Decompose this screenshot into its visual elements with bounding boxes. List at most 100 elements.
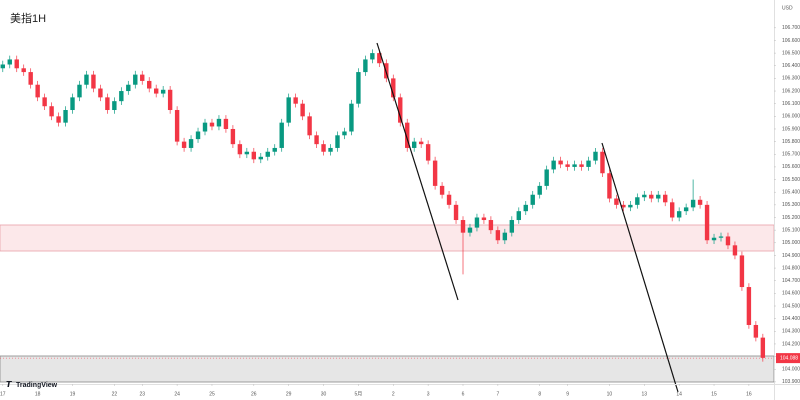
y-tick-label: 105.000	[782, 240, 800, 246]
candle-body	[370, 53, 375, 60]
candle-body	[551, 160, 556, 170]
y-tick-label: 106.100	[782, 101, 800, 107]
x-tick-label: 16	[746, 391, 752, 397]
candle-body	[293, 97, 298, 104]
x-tick-label: 15	[711, 391, 717, 397]
candle-body	[300, 103, 305, 117]
x-tick-label: 14	[676, 391, 682, 397]
y-tick-label: 106.400	[782, 63, 800, 69]
candle-body	[642, 194, 647, 198]
y-tick-label: 103.900	[782, 379, 800, 385]
candle-body	[711, 237, 717, 241]
x-tick-label: 26	[251, 391, 257, 397]
candle-body	[474, 217, 480, 228]
resistance-zone	[0, 224, 775, 252]
x-tick-label: 30	[321, 391, 327, 397]
candle-body	[460, 220, 466, 233]
y-tick-label: 104.000	[782, 367, 800, 373]
candle-body	[565, 164, 570, 167]
candle-body	[509, 220, 515, 233]
x-tick-label: 13	[642, 391, 648, 397]
candle-body	[739, 255, 745, 288]
y-tick-label: 106.300	[782, 76, 800, 82]
candle-body	[690, 199, 696, 208]
axis-unit: USD	[782, 5, 793, 11]
candle-body	[669, 202, 675, 218]
y-tick-label: 104.400	[782, 316, 800, 322]
candle-body	[635, 197, 640, 205]
candle-body	[656, 194, 661, 199]
candle-body	[704, 204, 710, 241]
candle-body	[363, 59, 368, 73]
brand-name: TradingView	[16, 382, 58, 389]
candle-body	[537, 185, 542, 195]
y-tick-label: 104.500	[782, 303, 800, 309]
candle-body	[188, 139, 194, 148]
y-tick-label: 105.400	[782, 190, 800, 196]
candle-body	[628, 204, 633, 208]
y-tick-label: 105.100	[782, 227, 800, 233]
y-tick-label: 104.700	[782, 278, 800, 284]
candle-body	[216, 118, 222, 127]
plot-area	[0, 49, 766, 362]
candle-body	[286, 97, 291, 123]
y-tick-label: 106.700	[782, 25, 800, 31]
candle-body	[746, 287, 752, 325]
candle-body	[202, 122, 208, 132]
x-tick-label: 19	[70, 391, 76, 397]
x-tick-label: 17	[0, 391, 6, 397]
candle-body	[140, 74, 145, 81]
x-tick-label: 23	[139, 391, 145, 397]
candle-body	[621, 204, 626, 208]
candle-body	[391, 78, 396, 98]
candle-body	[523, 204, 528, 212]
support-zone	[0, 355, 775, 383]
candle-body	[70, 97, 75, 111]
candle-body	[63, 110, 68, 123]
candle-body	[84, 74, 89, 85]
x-tick-label: 18	[35, 391, 41, 397]
candle-body	[7, 59, 12, 65]
x-tick-label: 5月	[355, 391, 363, 397]
candle-body	[258, 156, 263, 160]
axes: 103.900104.000104.100104.200104.300104.4…	[0, 25, 800, 397]
candle-body	[697, 199, 703, 205]
candle-body	[126, 84, 131, 92]
candle-body	[174, 110, 180, 142]
candle-body	[572, 164, 577, 167]
y-tick-label: 106.000	[782, 114, 800, 120]
candle-body	[516, 211, 521, 221]
y-tick-label: 105.600	[782, 164, 800, 170]
logo-mark: 𝙏	[6, 380, 12, 389]
candle-body	[265, 151, 270, 157]
candle-body	[328, 147, 333, 152]
candle-body	[495, 230, 501, 241]
candle-body	[663, 194, 668, 203]
y-tick-label: 105.700	[782, 152, 800, 158]
x-tick-label: 24	[174, 391, 180, 397]
candle-body	[342, 131, 347, 136]
chart-title: 美指1H	[10, 11, 46, 25]
candle-body	[56, 116, 61, 123]
candle-body	[502, 232, 508, 241]
candle-body	[321, 144, 326, 152]
candle-body	[147, 80, 152, 89]
last-price-label: 104.088	[780, 355, 798, 361]
x-tick-label: 7	[496, 391, 499, 397]
y-tick-label: 104.800	[782, 265, 800, 271]
candle-body	[0, 64, 5, 69]
candle-body	[237, 144, 243, 155]
candle-body	[683, 207, 689, 212]
candle-body	[112, 101, 117, 111]
candle-body	[725, 236, 731, 246]
candle-body	[558, 160, 563, 165]
candle-body	[732, 245, 738, 256]
candle-body	[279, 122, 284, 148]
candle-body	[251, 151, 257, 160]
trendline	[376, 42, 459, 301]
x-tick-label: 3	[427, 391, 430, 397]
candle-body	[600, 151, 605, 174]
